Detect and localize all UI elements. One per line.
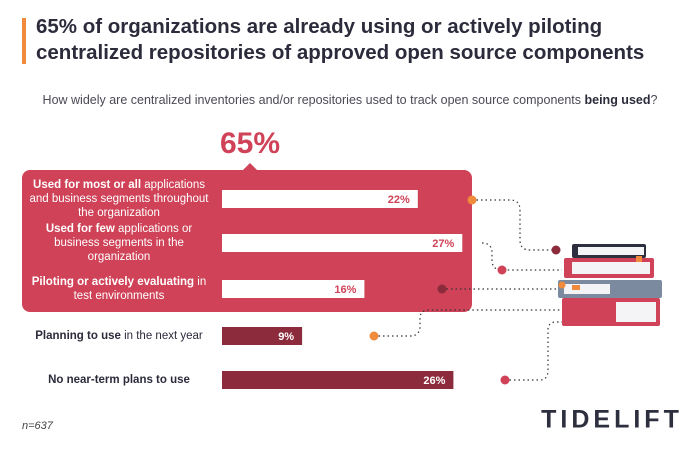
category-label: Planning to use in the next year <box>24 329 214 343</box>
brand-logo: TIDELIFT <box>541 406 683 434</box>
value-label: 26% <box>423 375 445 387</box>
highlight-label: 65% <box>220 127 280 160</box>
subtitle-text: How widely are centralized inventories a… <box>43 93 585 107</box>
category-label: Used for few applications or business se… <box>24 222 214 264</box>
bar <box>222 327 303 345</box>
title-accent <box>22 18 26 64</box>
category-label: No near-term plans to use <box>24 373 214 387</box>
chart-title: 65% of organizations are already using o… <box>36 15 645 64</box>
subtitle: How widely are centralized inventories a… <box>43 93 658 107</box>
value-label: 27% <box>432 238 454 250</box>
value-label: 16% <box>334 284 356 296</box>
category-emphasis: Used for most or all <box>33 179 142 191</box>
category-emphasis: Piloting or actively evaluating <box>31 276 195 288</box>
subtitle-end: ? <box>650 93 657 107</box>
category-text: in test environments <box>73 276 207 302</box>
category-label: Used for most or all applications and bu… <box>24 178 214 220</box>
bar <box>222 371 454 389</box>
subtitle-emphasis: being used <box>585 93 651 107</box>
highlight-pointer <box>243 163 257 170</box>
bar <box>222 190 418 208</box>
books-illustration <box>558 244 662 326</box>
connectors <box>374 199 562 381</box>
category-text: applications or business segments in the… <box>54 223 193 263</box>
bar <box>222 234 463 252</box>
category-text: applications and business segments throu… <box>29 179 209 219</box>
category-emphasis: No near-term plans to use <box>48 374 190 386</box>
title-box: 65% of organizations are already using o… <box>36 15 645 64</box>
sample-note: n=637 <box>22 420 54 432</box>
category-emphasis: Used for few <box>45 223 115 235</box>
value-label: 22% <box>388 194 410 206</box>
connector-dots <box>369 195 566 385</box>
category-emphasis: Planning to use <box>35 330 121 342</box>
bar <box>222 280 365 298</box>
value-label: 9% <box>278 331 294 343</box>
category-text: in the next year <box>124 330 203 342</box>
category-label: Piloting or actively evaluating in test … <box>24 275 214 303</box>
